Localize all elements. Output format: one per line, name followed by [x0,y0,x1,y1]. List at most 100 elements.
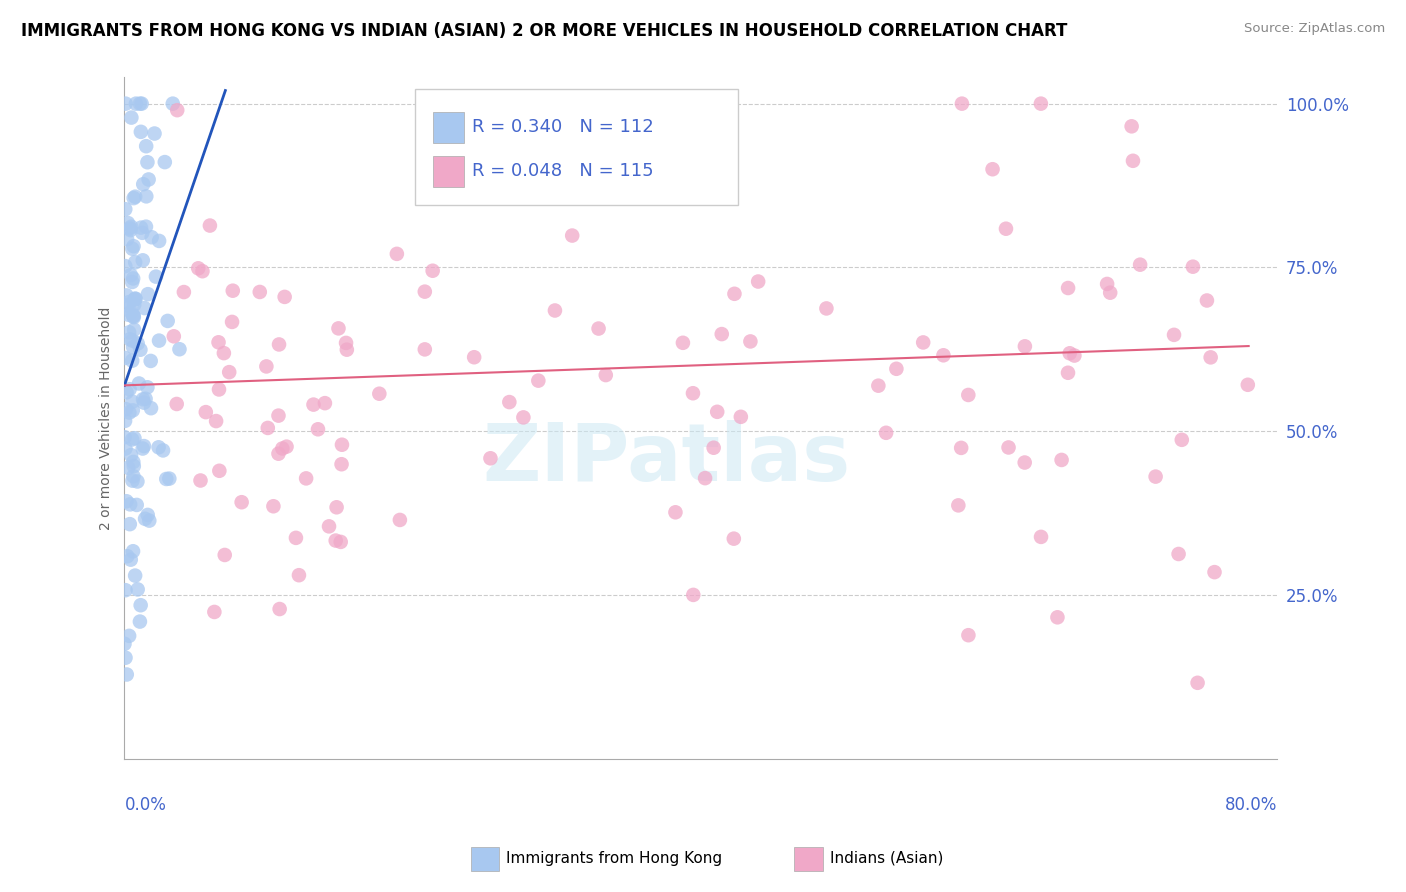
Point [498,395,520,409]
Point [114,442,136,456]
Point [706,405,728,419]
Point [120,552,142,566]
Point [413,285,436,299]
Point [187,261,209,276]
Point [1144,469,1167,483]
Point [208,464,231,478]
Point [148,440,170,454]
Point [723,286,745,301]
Point [131,96,153,111]
Point [135,219,157,234]
Point [207,335,229,350]
Point [122,271,145,285]
Point [214,548,236,562]
Point [273,290,295,304]
Point [664,505,686,519]
Point [148,334,170,348]
Point [1187,675,1209,690]
Point [122,469,145,483]
Point [118,326,141,340]
Point [512,410,534,425]
Point [118,629,141,643]
Point [1181,260,1204,274]
Point [1014,339,1036,353]
Point [124,568,146,582]
Point [128,376,150,391]
Point [957,628,980,642]
Point [267,337,290,351]
Point [121,474,143,488]
Point [198,219,221,233]
Point [124,292,146,306]
Point [121,433,143,447]
Point [157,472,180,486]
Point [114,259,136,273]
Point [385,247,408,261]
Point [578,165,600,179]
Point [1122,153,1144,168]
Point [1059,346,1081,360]
Point [271,442,294,456]
Point [120,111,142,125]
Point [994,221,1017,235]
Point [114,430,136,444]
Point [1057,366,1080,380]
Point [815,301,838,316]
Point [121,334,143,348]
Point [114,96,136,111]
Point [1063,349,1085,363]
Point [132,392,155,407]
Text: 80.0%: 80.0% [1225,797,1278,814]
Point [222,284,245,298]
Point [135,189,157,203]
Point [121,275,143,289]
Point [205,414,228,428]
Point [135,139,157,153]
Point [155,472,177,486]
Point [191,264,214,278]
Point [118,332,141,346]
Point [336,343,359,357]
Point [295,471,318,485]
Point [307,422,329,436]
Point [121,242,143,256]
Point [120,223,142,237]
Point [118,517,141,532]
Point [1029,530,1052,544]
Point [152,443,174,458]
Point [276,440,298,454]
Point [479,451,502,466]
Point [1236,377,1258,392]
Point [118,405,141,419]
Point [120,219,142,234]
Point [1099,285,1122,300]
Point [1195,293,1218,308]
Point [134,301,156,315]
Text: Indians (Asian): Indians (Asian) [830,851,943,865]
Point [124,189,146,203]
Point [114,202,136,217]
Point [129,598,152,612]
Text: IMMIGRANTS FROM HONG KONG VS INDIAN (ASIAN) 2 OR MORE VEHICLES IN HOUSEHOLD CORR: IMMIGRANTS FROM HONG KONG VS INDIAN (ASI… [21,22,1067,40]
Point [330,438,353,452]
Point [932,348,955,362]
Point [122,298,145,312]
Point [131,442,153,456]
Point [328,321,350,335]
Point [957,388,980,402]
Point [138,514,160,528]
Point [129,220,152,235]
Point [208,383,231,397]
Point [127,582,149,597]
Point [703,441,725,455]
Point [134,512,156,526]
Point [527,374,550,388]
Point [672,335,695,350]
Point [135,392,157,406]
Point [1046,610,1069,624]
Point [267,447,290,461]
Point [1095,277,1118,291]
Point [122,323,145,337]
Point [114,637,136,651]
Point [148,234,170,248]
